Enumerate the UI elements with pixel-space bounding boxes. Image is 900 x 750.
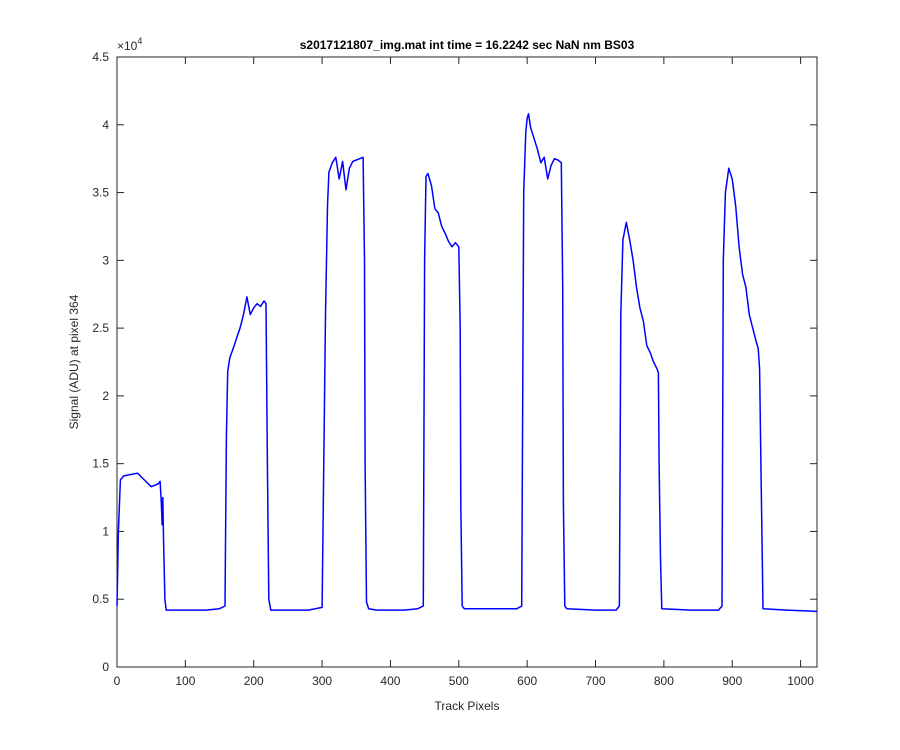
x-tick-label: 400 (380, 674, 400, 688)
y-tick-label: 0.5 (92, 592, 109, 606)
x-axis-label: Track Pixels (435, 699, 500, 713)
signal-series-line (116, 113, 818, 613)
plot-area (116, 56, 818, 668)
y-tick-label: 3.5 (92, 186, 109, 200)
chart-title: s2017121807_img.mat int time = 16.2242 s… (300, 38, 635, 52)
x-tick-label: 200 (244, 674, 264, 688)
x-tick-label: 900 (722, 674, 742, 688)
y-axis-exponent-power: 4 (137, 36, 142, 46)
y-axis-ticks: 0 0.5 1 1.5 2 2.5 3 3.5 4 4.5 (92, 50, 817, 674)
x-tick-label: 600 (517, 674, 537, 688)
y-tick-label: 4.5 (92, 50, 109, 64)
x-tick-label: 300 (312, 674, 332, 688)
y-tick-label: 0 (102, 660, 109, 674)
y-tick-label: 2 (102, 389, 109, 403)
y-axis-label: Signal (ADU) at pixel 364 (67, 294, 81, 429)
y-tick-label: 4 (102, 118, 109, 132)
y-axis-exponent: ×104 (117, 36, 142, 53)
y-tick-label: 1.5 (92, 457, 109, 471)
x-axis-ticks: 0 100 200 300 400 500 600 700 800 900 1000 (114, 57, 814, 688)
x-tick-label: 0 (114, 674, 121, 688)
x-tick-label: 1000 (787, 674, 814, 688)
x-tick-label: 700 (586, 674, 606, 688)
x-tick-label: 500 (449, 674, 469, 688)
series-group (116, 113, 818, 613)
y-axis-exponent-base: ×10 (117, 39, 138, 53)
x-tick-label: 100 (175, 674, 195, 688)
y-tick-label: 3 (102, 253, 109, 267)
x-tick-label: 800 (654, 674, 674, 688)
y-tick-label: 2.5 (92, 321, 109, 335)
y-tick-label: 1 (102, 524, 109, 538)
